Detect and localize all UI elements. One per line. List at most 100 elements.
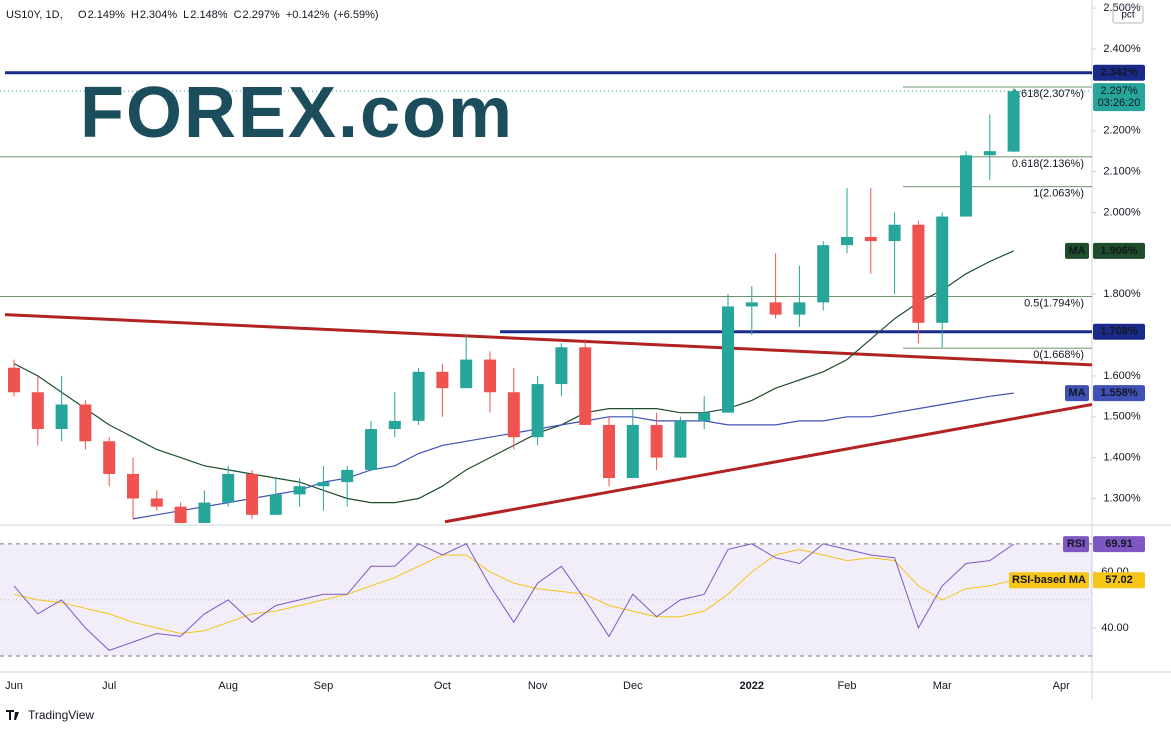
- candle-body: [79, 404, 92, 442]
- change-value: (+6.59%): [334, 9, 379, 21]
- candle-body: [841, 236, 853, 246]
- tv-icon: [6, 710, 19, 720]
- ohlc-value: 2.304%: [140, 9, 178, 21]
- price-tag: [1093, 385, 1145, 402]
- price-tag-label: 2.342%: [1100, 67, 1138, 79]
- fib-label: 0.618(2.136%): [1012, 158, 1084, 170]
- ohlc-value: 2.297%: [243, 9, 281, 21]
- rsi-ma-line: [13, 548, 1014, 635]
- candle-body: [555, 347, 568, 385]
- price-tag-label: 1.708%: [1100, 326, 1138, 338]
- candle-body: [722, 306, 734, 413]
- candle-body: [888, 224, 901, 242]
- candle-body: [912, 224, 925, 323]
- candle-body: [507, 392, 520, 438]
- price-tag: [1093, 536, 1145, 553]
- rsi-line: [13, 543, 1014, 651]
- x-tick-label: Aug: [218, 680, 238, 692]
- candle-body: [579, 347, 592, 425]
- candle-body: [103, 441, 116, 474]
- candle-body: [55, 404, 68, 430]
- candle-body: [412, 371, 425, 421]
- candle-body: [650, 424, 663, 458]
- price-tag: [1093, 323, 1145, 340]
- y-tick-label: 2.000%: [1103, 206, 1141, 218]
- candle-body: [198, 502, 211, 523]
- x-tick-label: Dec: [623, 680, 643, 692]
- candle-body: [317, 482, 330, 487]
- candle-body: [174, 506, 187, 523]
- change-value: +0.142%: [286, 9, 330, 21]
- fib-label: 1(2.063%): [1033, 188, 1084, 200]
- candle-body: [484, 359, 496, 393]
- fib-label: 1.618(2.307%): [1012, 88, 1084, 100]
- ohlc-value: 2.149%: [88, 9, 126, 21]
- y-tick-label: 1.500%: [1103, 411, 1141, 423]
- symbol: US10Y, 1D,: [6, 9, 63, 21]
- candle-body: [793, 302, 806, 315]
- ohlc-header: O 2.149% H 2.304% L 2.148% C 2.297% +0.142% (+6.5…: [78, 9, 379, 21]
- candle-body: [460, 359, 473, 389]
- candle-body: [150, 498, 163, 507]
- ohlc-key: L: [183, 9, 189, 21]
- y-tick-label: 2.400%: [1103, 43, 1141, 55]
- candle-body: [246, 473, 258, 515]
- price-tag: [1093, 64, 1145, 81]
- footer: TradingView: [28, 708, 94, 722]
- candle-body: [388, 420, 401, 430]
- axes: 1.300%1.400%1.500%1.600%1.700%1.800%1.90…: [5, 2, 1145, 692]
- ohlc-key: C: [234, 9, 242, 21]
- last-price-label: 2.297%: [1100, 85, 1138, 97]
- candle-body: [8, 367, 20, 393]
- tag-title-box: [1009, 572, 1089, 589]
- price-tag-label: 1.906%: [1100, 245, 1138, 257]
- price-tag-label: 1.558%: [1100, 387, 1138, 399]
- trend-line: [4, 313, 1092, 367]
- countdown: 03:26:20: [1098, 97, 1141, 109]
- candle-body: [1007, 91, 1020, 152]
- x-tick-label: Jun: [5, 680, 23, 692]
- fib-label: 0.5(1.794%): [1024, 298, 1084, 310]
- x-tick-label: Sep: [314, 680, 334, 692]
- tag-title-box: [1065, 385, 1089, 402]
- y-tick-label: 2.100%: [1103, 166, 1141, 178]
- candle-body: [817, 245, 830, 303]
- rsi-tick-label: 40.00: [1101, 622, 1129, 634]
- candle-body: [603, 424, 615, 479]
- trend-line: [444, 403, 1092, 524]
- x-tick-label: Jul: [102, 680, 116, 692]
- candle-body: [365, 429, 377, 470]
- y-tick-label: 1.800%: [1103, 288, 1141, 300]
- moving-average: [132, 392, 1014, 520]
- unit-label: pct: [1121, 10, 1135, 21]
- tag-title-box: [1063, 536, 1089, 553]
- candle-body: [269, 494, 282, 515]
- tag-title: RSI-based MA: [1012, 574, 1086, 586]
- y-tick-label: 1.300%: [1103, 492, 1141, 504]
- candle-body: [127, 473, 139, 499]
- last-price-tag: [1093, 83, 1145, 112]
- x-tick-label: Feb: [838, 680, 857, 692]
- y-tick-label: 2.200%: [1103, 125, 1141, 137]
- candle-body: [531, 384, 544, 438]
- candle-body: [341, 469, 354, 483]
- rsi-band: [0, 543, 1092, 656]
- x-tick-label: Nov: [528, 680, 548, 692]
- candle-body: [222, 473, 235, 503]
- unit-box: [1112, 5, 1144, 24]
- logo: FOREX.com: [80, 73, 514, 153]
- candle-body: [864, 236, 877, 242]
- candle-body: [698, 412, 711, 421]
- tag-title: MA: [1068, 245, 1085, 257]
- tag-title: MA: [1068, 387, 1085, 399]
- ohlc-key: O: [78, 9, 87, 21]
- candle-body: [293, 486, 306, 495]
- ohlc-key: H: [131, 9, 139, 21]
- y-tick-label: 1.400%: [1103, 452, 1141, 464]
- candle-body: [674, 420, 687, 458]
- x-tick-label: Oct: [434, 680, 451, 692]
- x-tick-label: Mar: [933, 680, 952, 692]
- x-tick-label: 2022: [740, 680, 764, 692]
